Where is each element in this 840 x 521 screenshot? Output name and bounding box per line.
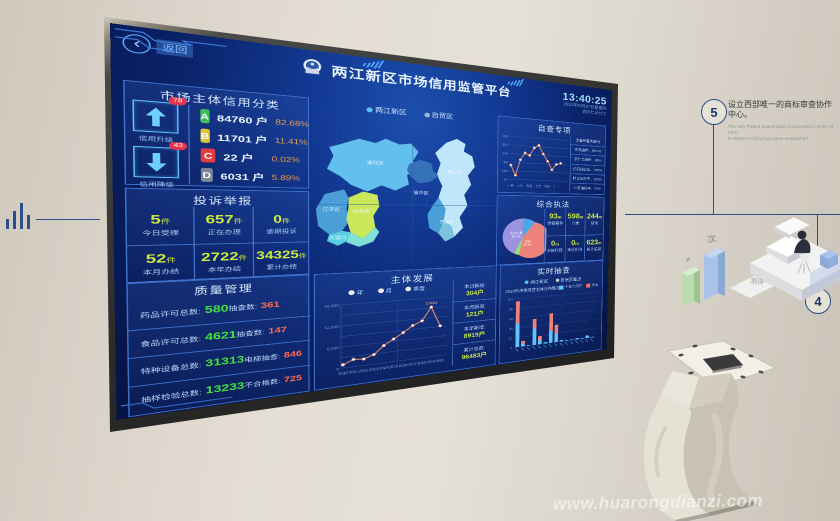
- svg-text:2010: 2010: [338, 371, 348, 376]
- svg-text:五月: 五月: [526, 184, 532, 188]
- svg-text:江津区: 江津区: [322, 206, 340, 212]
- svg-text:2018: 2018: [417, 361, 426, 366]
- svg-text:九龙坡: 九龙坡: [352, 208, 369, 214]
- svg-text:100: 100: [508, 298, 513, 302]
- svg-text:40: 40: [509, 328, 513, 332]
- svg-text:三月: 三月: [517, 184, 523, 188]
- svg-text:2019: 2019: [427, 360, 436, 365]
- svg-text:次: 次: [706, 232, 717, 245]
- svg-text:8,000: 8,000: [327, 347, 339, 352]
- svg-text:2011: 2011: [349, 370, 359, 375]
- svg-text:80: 80: [509, 308, 513, 312]
- svg-text:巴南区: 巴南区: [440, 219, 455, 224]
- svg-text:60: 60: [509, 318, 513, 322]
- svg-text:十一: 十一: [553, 185, 559, 189]
- svg-text:100: 100: [502, 170, 508, 174]
- svg-text:0: 0: [510, 347, 512, 350]
- svg-text:2015: 2015: [389, 365, 398, 370]
- svg-text:大渡口: 大渡口: [329, 235, 347, 241]
- svg-text:2017: 2017: [408, 362, 417, 367]
- svg-text:执法人员: 执法人员: [510, 231, 523, 236]
- svg-text:20: 20: [509, 337, 513, 341]
- svg-text:200: 200: [502, 152, 508, 156]
- svg-text:12,000: 12,000: [324, 325, 338, 330]
- svg-text:立案: 立案: [525, 239, 532, 243]
- svg-text:250: 250: [502, 144, 508, 148]
- svg-text:2013: 2013: [369, 367, 379, 372]
- svg-text:50: 50: [504, 178, 508, 181]
- svg-text:×: ×: [684, 254, 691, 265]
- svg-text:渝北区: 渝北区: [367, 159, 384, 165]
- svg-text:渝中区: 渝中区: [413, 190, 428, 196]
- svg-text:2016: 2016: [398, 364, 407, 369]
- svg-text:七月: 七月: [535, 184, 541, 188]
- svg-text:2014: 2014: [379, 366, 388, 371]
- svg-text:16,000: 16,000: [324, 304, 339, 309]
- svg-text:300: 300: [502, 135, 508, 139]
- svg-text:璧山县: 璧山县: [447, 169, 462, 175]
- svg-text:一月: 一月: [507, 184, 513, 188]
- svg-text:17924: 17924: [426, 301, 438, 305]
- svg-text:2012: 2012: [359, 369, 369, 374]
- svg-text:55.3%: 55.3%: [523, 244, 532, 247]
- svg-text:2020: 2020: [436, 359, 445, 364]
- svg-text:九月: 九月: [544, 184, 550, 188]
- svg-text:150: 150: [502, 161, 508, 165]
- svg-text:35.7%: 35.7%: [512, 235, 521, 238]
- svg-text:0: 0: [336, 368, 339, 372]
